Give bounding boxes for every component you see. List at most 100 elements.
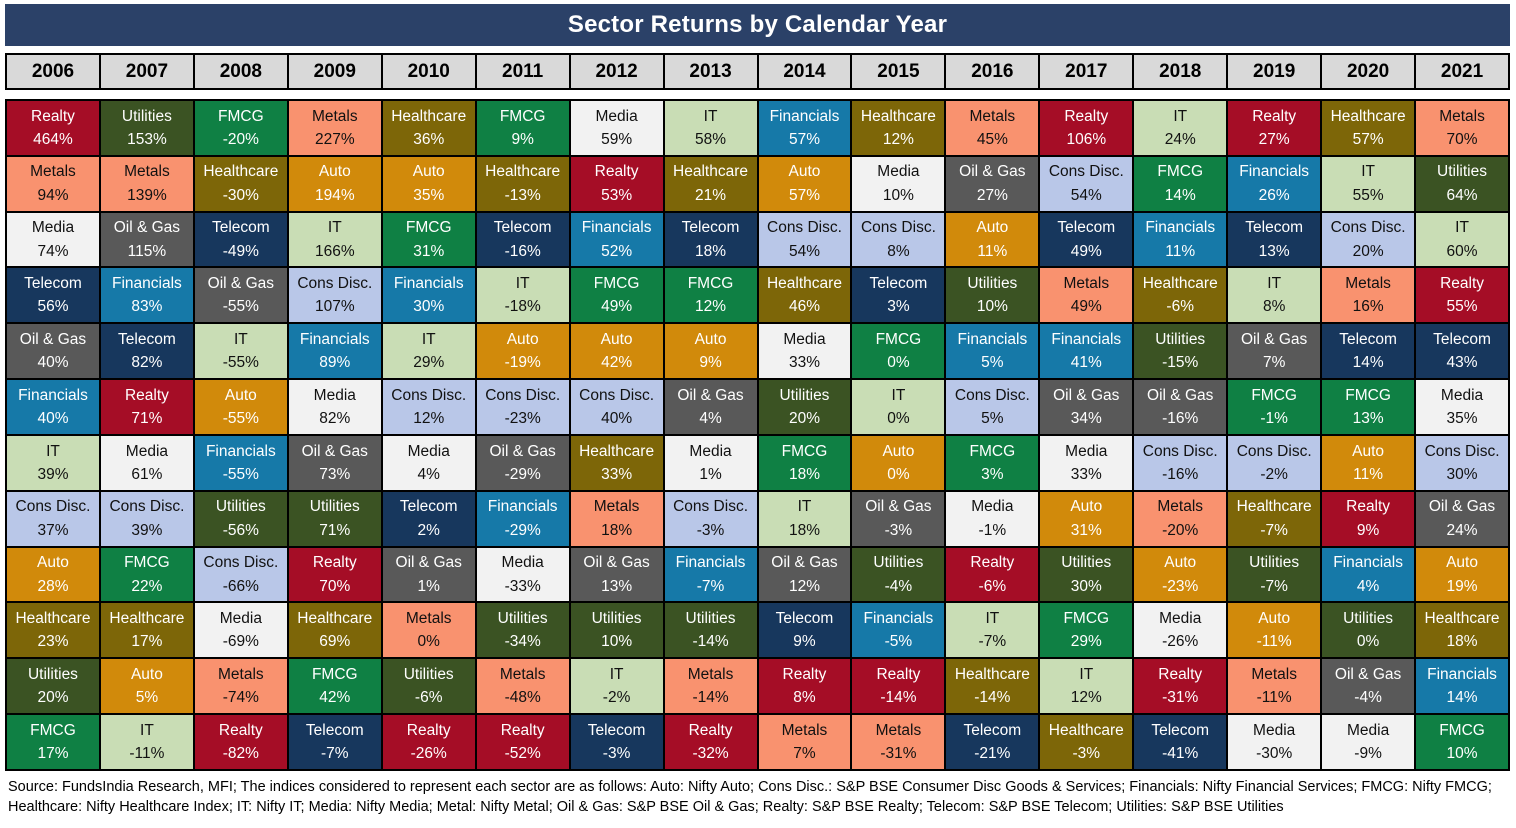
return-value: -55% [222, 298, 259, 316]
return-value: 139% [127, 186, 167, 204]
return-cell: Healthcare -3% [1040, 715, 1133, 769]
return-cell: FMCG 17% [7, 715, 99, 769]
return-value: -7% [320, 745, 349, 763]
sector-label: Financials [675, 554, 746, 572]
sector-label: FMCG [311, 665, 358, 683]
return-value: 29% [413, 354, 445, 372]
return-cell: Auto 19% [1416, 547, 1508, 602]
sector-label: Utilities [1155, 330, 1206, 348]
return-value: -18% [504, 298, 541, 316]
sector-label: Auto [976, 219, 1009, 237]
return-value: 43% [1446, 354, 1478, 372]
sector-label: Auto [882, 442, 915, 460]
return-cell: Realty 106% [1040, 101, 1133, 155]
return-cell: Telecom -16% [476, 212, 569, 267]
sector-label: FMCG [593, 275, 640, 293]
return-cell: Media 4% [382, 435, 475, 490]
return-cell: Financials -7% [664, 547, 757, 602]
return-value: 20% [1352, 242, 1384, 260]
sector-label: Financials [1427, 665, 1497, 683]
return-cell: FMCG 10% [1416, 715, 1508, 769]
return-cell: Telecom 18% [664, 212, 757, 267]
return-cell: Metals 7% [758, 715, 851, 769]
sector-label: Cons Disc. [15, 498, 91, 516]
return-cell: Healthcare 18% [1416, 603, 1508, 658]
sector-label: FMCG [499, 107, 546, 125]
return-cell: IT -2% [570, 659, 663, 714]
sector-label: IT [797, 498, 812, 516]
year-header-2021: 2021 [1416, 55, 1508, 88]
return-value: 33% [601, 465, 633, 483]
return-value: 26% [1258, 186, 1290, 204]
sector-label: Telecom [1433, 330, 1491, 348]
return-cell: Oil & Gas 12% [758, 547, 851, 602]
sector-label: FMCG [405, 219, 452, 237]
sector-label: Financials [769, 107, 840, 125]
return-value: -14% [692, 689, 729, 707]
sector-label: Media [1065, 442, 1108, 460]
return-value: 55% [1352, 186, 1384, 204]
return-value: 166% [314, 242, 355, 260]
sector-label: Media [31, 219, 75, 237]
return-cell: Realty -6% [946, 547, 1039, 602]
return-cell: Oil & Gas -16% [1134, 380, 1227, 434]
return-cell: Cons Disc. 54% [1040, 156, 1133, 211]
return-cell: Realty -32% [664, 715, 757, 769]
sector-label: Utilities [27, 665, 78, 683]
return-value: 18% [1446, 633, 1478, 651]
return-cell: Cons Disc. 40% [570, 380, 663, 434]
sector-label: Auto [694, 330, 727, 348]
return-cell: Media -9% [1322, 715, 1415, 769]
sector-label: Oil & Gas [489, 442, 556, 460]
return-value: 29% [1070, 633, 1102, 651]
return-cell: Cons Disc. -66% [194, 547, 287, 602]
return-value: 9% [699, 354, 722, 372]
return-value: -9% [1354, 745, 1382, 763]
return-value: -16% [1162, 410, 1199, 428]
return-cell: Healthcare -6% [1134, 268, 1227, 323]
sector-label: Telecom [681, 219, 740, 237]
return-cell: Metals 45% [946, 101, 1039, 155]
sector-label: Media [1440, 386, 1484, 404]
return-value: 40% [37, 354, 69, 372]
sector-label: Telecom [399, 498, 458, 516]
sector-label: Utilities [215, 498, 266, 516]
return-value: 30% [1070, 577, 1102, 595]
sector-label: IT [515, 275, 530, 293]
sector-label: Oil & Gas [395, 554, 462, 572]
return-value: 57% [788, 130, 820, 148]
return-cell: Cons Disc. -23% [476, 380, 569, 434]
sector-label: Realty [970, 554, 1015, 572]
return-value: 0% [417, 633, 440, 651]
sector-label: Utilities [873, 554, 924, 572]
sector-label: Media [689, 442, 732, 460]
return-cell: Oil & Gas -55% [194, 268, 287, 323]
year-header-2008: 2008 [194, 55, 287, 88]
sector-label: Cons Disc. [673, 498, 748, 516]
sector-label: Realty [31, 107, 75, 125]
return-cell: Utilities -6% [382, 659, 475, 714]
return-value: -29% [504, 465, 541, 483]
sector-label: FMCG [124, 554, 170, 572]
return-value: 13% [601, 577, 633, 595]
sector-label: Healthcare [203, 163, 279, 181]
sector-label: Oil & Gas [583, 554, 650, 572]
sector-label: Auto [788, 163, 821, 181]
sector-label: Utilities [403, 665, 454, 683]
return-value: 5% [981, 410, 1004, 428]
sector-label: Oil & Gas [1334, 665, 1402, 683]
sector-label: Telecom [24, 275, 82, 293]
return-value: 24% [1446, 521, 1478, 539]
return-cell: Financials 40% [7, 380, 99, 434]
sector-label: Cons Disc. [391, 386, 467, 404]
return-value: -16% [504, 242, 541, 260]
return-cell: Utilities 10% [570, 603, 663, 658]
return-cell: Media -69% [194, 603, 287, 658]
return-cell: Utilities -14% [664, 603, 757, 658]
return-value: 2% [417, 521, 440, 539]
return-value: 1% [417, 577, 440, 595]
return-value: 11% [1165, 242, 1196, 260]
return-cell: Media 1% [664, 435, 757, 490]
return-cell: Realty -52% [476, 715, 569, 769]
